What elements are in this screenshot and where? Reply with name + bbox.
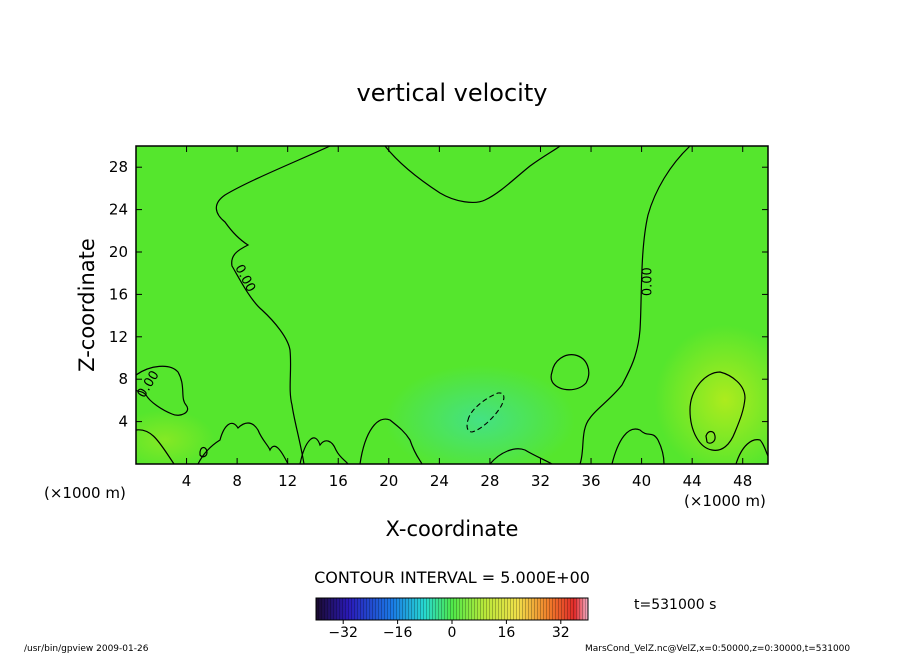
x-axis-label: X-coordinate (386, 517, 519, 541)
x-tick-label: 32 (531, 472, 550, 490)
x-unit-label-right: (×1000 m) (684, 492, 766, 510)
zero-contour-top (384, 146, 561, 203)
x-tick-label: 16 (329, 472, 348, 490)
colorbar-tick-label: −32 (328, 625, 358, 641)
colorbar-tick-label: −16 (383, 625, 413, 641)
positive-contour-right (689, 371, 746, 451)
footer-right: MarsCond_VelZ.nc@VelZ,x=0:50000,z=0:3000… (585, 644, 850, 654)
y-axis: 4 8 12 16 20 24 28 (109, 158, 768, 431)
zero-contour-blob (550, 354, 590, 391)
colorbar-tick-label: 32 (552, 625, 570, 641)
downdraft-region (385, 365, 575, 464)
colorbar-tick-label: 0 (448, 625, 457, 641)
zero-contour-right (579, 146, 691, 464)
zero-contour-lower-left (136, 365, 189, 416)
x-axis: 4 8 12 16 20 24 28 32 36 40 44 48 (182, 146, 752, 490)
negative-contour (466, 392, 505, 433)
footer-left: /usr/bin/gpview 2009-01-26 (24, 644, 149, 654)
zero-contour-left (215, 146, 331, 464)
x-tick-label: 12 (278, 472, 297, 490)
time-label: t=531000 s (634, 597, 716, 613)
colorbar-ticks: −32 −16 0 16 32 (328, 620, 570, 641)
contour-label: 0.00 (640, 267, 655, 296)
x-tick-label: 44 (683, 472, 702, 490)
y-axis-label: Z-coordinate (75, 238, 99, 372)
plot-frame (135, 145, 769, 465)
x-unit-label-left: (×1000 m) (44, 484, 126, 502)
y-tick-label: 24 (109, 201, 128, 219)
x-tick-label: 36 (581, 472, 600, 490)
updraft-region (655, 325, 768, 464)
updraft-region-left (136, 410, 215, 464)
x-tick-label: 4 (182, 472, 192, 490)
velocity-field (136, 146, 768, 464)
x-tick-label: 8 (232, 472, 242, 490)
y-tick-label: 16 (109, 285, 128, 303)
colorbar-stripes (316, 598, 588, 620)
chart-title: vertical velocity (357, 79, 548, 107)
x-tick-label: 48 (733, 472, 752, 490)
zero-contour-surface (136, 418, 768, 464)
y-tick-label: 12 (109, 328, 128, 346)
x-tick-label: 40 (632, 472, 651, 490)
x-tick-label: 24 (430, 472, 449, 490)
zero-contours (136, 146, 768, 464)
x-tick-label: 28 (480, 472, 499, 490)
contour-interval-label: CONTOUR INTERVAL = 5.000E+00 (314, 568, 590, 587)
y-tick-label: 4 (118, 413, 128, 431)
y-tick-label: 20 (109, 243, 128, 261)
y-tick-label: 28 (109, 158, 128, 176)
colorbar-tick-label: 16 (497, 625, 515, 641)
positive-contour-left-small (199, 446, 208, 458)
x-tick-label: 20 (379, 472, 398, 490)
y-tick-label: 8 (118, 370, 128, 388)
positive-contour-small (705, 430, 716, 444)
